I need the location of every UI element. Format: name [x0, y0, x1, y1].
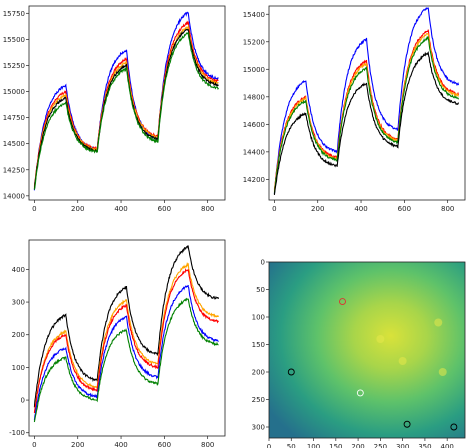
- y-tick-label: 50: [256, 286, 265, 294]
- plot-frame: [28, 239, 226, 437]
- x-tick-label: 0: [32, 441, 36, 448]
- series-line: [273, 35, 460, 194]
- roi-marker: [450, 423, 458, 431]
- x-tick-label: 250: [374, 443, 387, 448]
- y-tick-label: 15000: [243, 66, 265, 74]
- x-tick-label: 200: [71, 205, 84, 213]
- x-tick-label: 150: [329, 443, 342, 448]
- x-tick-label: 600: [158, 441, 171, 448]
- x-tick-label: 0: [272, 205, 276, 213]
- y-tick-label: 200: [252, 369, 265, 377]
- x-tick-label: 400: [440, 443, 453, 448]
- y-tick-label: 15000: [3, 88, 25, 96]
- x-tick-label: 0: [32, 205, 36, 213]
- plot-frame: [268, 261, 466, 439]
- series-line: [33, 32, 219, 190]
- plot-frame: [28, 5, 226, 201]
- y-tick-label: 14800: [243, 93, 265, 101]
- y-tick-label: 15750: [3, 10, 25, 18]
- y-tick-label: -100: [9, 429, 25, 437]
- y-tick-label: 0: [261, 259, 265, 267]
- bottom-right-heatmap: 0 50 100 150 200 250 300 350 400 0 50 100 150 200 250 3…: [252, 259, 466, 448]
- x-tick-label: 200: [71, 441, 84, 448]
- top-left-chart: 0 200 400 600 800 14000 14250 14500 14750 15000 15…: [3, 5, 226, 213]
- roi-marker: [287, 368, 295, 376]
- series-line: [33, 28, 219, 190]
- x-tick-label: 800: [201, 441, 214, 448]
- x-tick-label: 800: [441, 205, 454, 213]
- y-tick-label: 14500: [3, 140, 25, 148]
- y-tick-label: 300: [252, 424, 265, 432]
- x-tick-label: 100: [307, 443, 320, 448]
- y-tick-label: 15250: [3, 62, 25, 70]
- series-line: [33, 245, 220, 408]
- x-tick-label: 400: [354, 205, 367, 213]
- series-line: [33, 284, 219, 421]
- y-tick-label: 14750: [3, 114, 25, 122]
- y-tick-label: 0: [21, 397, 25, 405]
- x-tick-label: 200: [351, 443, 364, 448]
- x-tick-label: 400: [114, 441, 127, 448]
- y-tick-label: 15400: [243, 11, 265, 19]
- y-tick-label: 100: [252, 314, 265, 322]
- x-tick-label: 800: [201, 205, 214, 213]
- y-tick-label: 200: [12, 331, 25, 339]
- x-tick-label: 600: [398, 205, 411, 213]
- plot-frame: [268, 5, 466, 201]
- x-tick-label: 50: [287, 443, 296, 448]
- x-tick-label: 300: [396, 443, 409, 448]
- series-line: [33, 268, 219, 414]
- bright-spot: [398, 357, 407, 365]
- series-line: [33, 20, 219, 187]
- x-tick-label: 0: [267, 443, 271, 448]
- series-line: [33, 261, 219, 413]
- bright-spot: [438, 368, 447, 376]
- x-tick-label: 600: [158, 205, 171, 213]
- x-tick-label: 200: [311, 205, 324, 213]
- series-line: [33, 24, 219, 189]
- top-right-chart: 0 200 400 600 800 14200 14400 14600 14800 15000 15…: [243, 5, 466, 213]
- y-tick-label: 150: [252, 341, 265, 349]
- y-tick-label: 250: [252, 396, 265, 404]
- y-tick-label: 400: [12, 266, 25, 274]
- series-line: [273, 51, 460, 195]
- roi-marker: [403, 420, 411, 428]
- y-tick-label: 14250: [3, 166, 25, 174]
- y-tick-label: 300: [12, 299, 25, 307]
- series-line: [273, 33, 460, 192]
- series-line: [33, 297, 219, 423]
- bottom-left-chart: 0 200 400 600 800 -100 0 100 200 300 400: [9, 239, 226, 448]
- heatmap-image: [269, 262, 465, 438]
- x-tick-label: 350: [418, 443, 431, 448]
- y-tick-label: 14400: [243, 148, 265, 156]
- roi-marker: [339, 298, 346, 306]
- y-tick-label: 15200: [243, 38, 265, 46]
- series-line: [273, 6, 460, 194]
- y-tick-label: 14600: [243, 121, 265, 129]
- y-tick-label: 14200: [243, 176, 265, 184]
- bright-spot: [434, 318, 443, 327]
- y-tick-label: 14000: [3, 192, 25, 200]
- bright-spot: [376, 335, 385, 343]
- y-tick-label: 100: [12, 364, 25, 372]
- roi-marker: [356, 389, 364, 397]
- x-tick-label: 400: [114, 205, 127, 213]
- series-line: [33, 11, 219, 191]
- y-tick-label: 15500: [3, 36, 25, 44]
